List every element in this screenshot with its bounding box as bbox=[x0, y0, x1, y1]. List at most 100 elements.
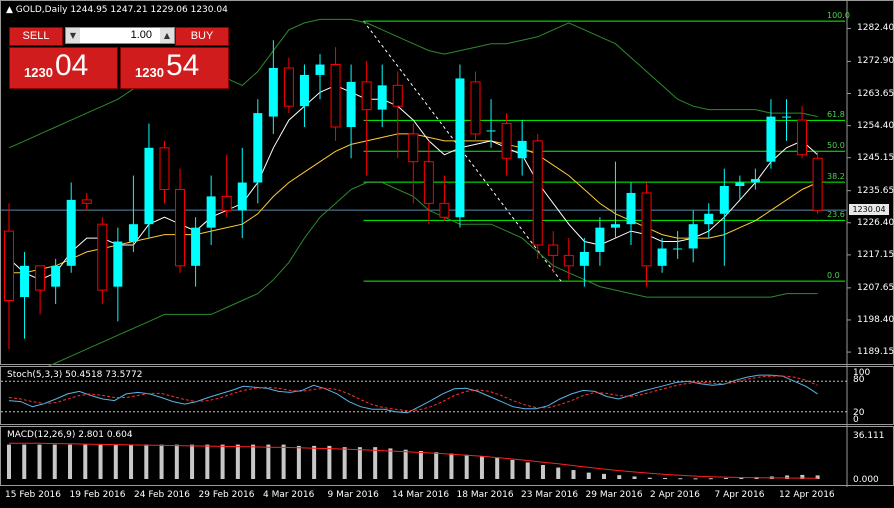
candle-body-bear bbox=[439, 202, 450, 218]
macd-histogram-bar bbox=[540, 464, 545, 479]
macd-histogram-bar bbox=[602, 473, 607, 479]
bid-price-prefix: 1230 bbox=[24, 65, 53, 80]
candle-body-bull bbox=[268, 68, 278, 117]
macd-histogram-bar bbox=[251, 444, 256, 479]
macd-histogram-bar bbox=[724, 477, 729, 479]
price-axis-label: 1245.15 bbox=[857, 152, 894, 163]
macd-histogram-bar bbox=[159, 444, 164, 479]
macd-histogram-bar bbox=[205, 444, 210, 479]
macd-panel[interactable]: MACD(12,26,9) 2.801 0.604 36.111 0.000 bbox=[0, 426, 894, 487]
macd-histogram-bar bbox=[708, 478, 713, 480]
candle-body-bull bbox=[113, 241, 123, 287]
candle-body-bull bbox=[206, 196, 216, 228]
macd-histogram-bar bbox=[7, 444, 11, 479]
price-axis-label: 1272.90 bbox=[857, 56, 894, 67]
candle-body-bull bbox=[595, 227, 605, 252]
lot-size-input[interactable]: ▼ 1.00 ▲ bbox=[65, 27, 175, 44]
macd-histogram-bar bbox=[800, 474, 805, 479]
macd-histogram-bar bbox=[174, 444, 179, 479]
macd-histogram-bar bbox=[312, 445, 317, 479]
lot-value[interactable]: 1.00 bbox=[130, 29, 152, 41]
macd-histogram-bar bbox=[342, 447, 347, 479]
candle-body-bull bbox=[704, 213, 714, 225]
date-axis-label: 18 Mar 2016 bbox=[456, 490, 514, 500]
macd-histogram-bar bbox=[815, 475, 820, 479]
candle-body-bear bbox=[641, 192, 652, 267]
stoch-signal-line bbox=[8, 375, 818, 412]
ask-price-pips: 54 bbox=[166, 49, 200, 82]
macd-histogram-bar bbox=[678, 478, 683, 480]
macd-histogram-bar bbox=[266, 444, 271, 479]
macd-histogram-bar bbox=[586, 472, 591, 479]
candle-body-bull bbox=[346, 81, 356, 127]
macd-histogram-bar bbox=[785, 475, 790, 479]
symbol-title: ▲ GOLD,Daily 1244.95 1247.21 1229.06 123… bbox=[6, 5, 228, 15]
candle-body-bear bbox=[81, 199, 92, 204]
macd-title: MACD(12,26,9) 2.801 0.604 bbox=[7, 430, 133, 440]
macd-histogram-bar bbox=[144, 444, 149, 479]
candle-body-bear bbox=[361, 81, 372, 111]
candle-body-bull bbox=[735, 182, 745, 186]
candle-body-bull bbox=[719, 186, 729, 214]
candle-body-bull bbox=[579, 251, 589, 266]
stochastic-panel[interactable]: Stoch(5,3,3) 50.4518 73.5772 100 80 20 0 bbox=[0, 366, 894, 426]
macd-histogram-bar bbox=[327, 445, 332, 479]
candle-body-bear bbox=[221, 195, 232, 211]
date-axis: 15 Feb 2016 19 Feb 2016 24 Feb 2016 29 Feb … bbox=[0, 487, 894, 508]
ohlc-open: 1244.95 bbox=[70, 5, 108, 15]
ohlc-high: 1247.21 bbox=[110, 5, 148, 15]
stochastic-canvas[interactable] bbox=[1, 367, 894, 426]
ohlc-close: 1230.04 bbox=[190, 5, 228, 15]
stoch-level-100: 100 bbox=[853, 368, 871, 378]
candle-body-bull bbox=[20, 265, 30, 298]
stoch-level-20: 20 bbox=[853, 408, 865, 418]
macd-histogram-bar bbox=[632, 476, 637, 479]
date-axis-label: 2 Apr 2016 bbox=[650, 490, 700, 500]
candle-body-bull bbox=[688, 224, 698, 249]
candle-body-bear bbox=[408, 133, 419, 163]
price-chart-panel[interactable]: ▲ GOLD,Daily 1244.95 1247.21 1229.06 123… bbox=[0, 0, 894, 366]
candle-body-bull bbox=[610, 224, 620, 228]
macd-histogram-bar bbox=[434, 452, 439, 479]
bid-price-box[interactable]: 1230 04 bbox=[9, 47, 118, 89]
macd-histogram-bar bbox=[556, 467, 561, 479]
macd-histogram-bar bbox=[281, 444, 286, 479]
lot-decrease-icon[interactable]: ▼ bbox=[66, 28, 80, 43]
macd-histogram-bar bbox=[449, 453, 454, 479]
lot-increase-icon[interactable]: ▲ bbox=[160, 28, 174, 43]
sell-button[interactable]: SELL bbox=[9, 27, 63, 46]
price-chart-canvas[interactable] bbox=[1, 1, 894, 366]
date-axis-label: 29 Mar 2016 bbox=[585, 490, 643, 500]
candle-body-bull bbox=[191, 227, 201, 266]
candle-body-bear bbox=[330, 64, 341, 128]
date-axis-label: 29 Feb 2016 bbox=[198, 490, 255, 500]
macd-histogram-bar bbox=[388, 448, 393, 479]
one-click-trading-panel: SELL ▼ 1.00 ▲ BUY 1230 04 1230 54 bbox=[9, 25, 229, 89]
ask-price-box[interactable]: 1230 54 bbox=[120, 47, 229, 89]
price-axis-label: 1254.40 bbox=[857, 120, 894, 131]
candle-body-bull bbox=[253, 113, 263, 183]
macd-histogram-bar bbox=[220, 444, 225, 479]
moving-average-fast bbox=[8, 84, 818, 281]
macd-histogram-bar bbox=[296, 445, 301, 479]
buy-button[interactable]: BUY bbox=[175, 27, 229, 46]
candle-body-bear bbox=[392, 84, 403, 107]
collapse-triangle-icon[interactable]: ▲ bbox=[6, 5, 13, 15]
macd-level-zero: 0.000 bbox=[853, 475, 879, 485]
candle-body-bull bbox=[66, 199, 76, 266]
macd-histogram-bar bbox=[113, 444, 118, 479]
price-axis-label: 1282.40 bbox=[857, 23, 894, 34]
macd-histogram-bar bbox=[129, 444, 134, 479]
stoch-main-line bbox=[8, 374, 818, 414]
candle-body-bull bbox=[237, 182, 247, 211]
candle-body-bear bbox=[797, 119, 808, 156]
macd-histogram-bar bbox=[647, 477, 652, 479]
price-axis-label: 1198.40 bbox=[857, 314, 894, 325]
candle-body-bull bbox=[766, 116, 776, 162]
candle-body-bear bbox=[812, 157, 823, 211]
macd-canvas[interactable] bbox=[1, 427, 894, 487]
candle-body-bear bbox=[159, 147, 170, 190]
macd-histogram-bar bbox=[68, 444, 73, 479]
date-axis-label: 14 Mar 2016 bbox=[392, 490, 450, 500]
